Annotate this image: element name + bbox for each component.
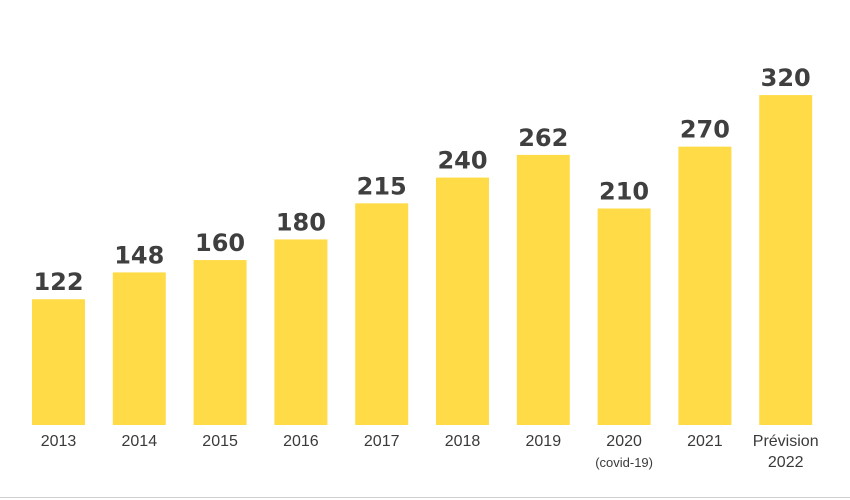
bar-5 bbox=[436, 177, 489, 425]
x-tick-label-1: 2014 bbox=[122, 433, 158, 450]
x-tick-label-7-1: (covid-19) bbox=[595, 455, 653, 470]
value-label-1: 148 bbox=[114, 241, 164, 269]
value-label-8: 270 bbox=[680, 116, 730, 144]
x-tick-label-2: 2015 bbox=[202, 433, 238, 450]
value-label-6: 262 bbox=[518, 124, 568, 152]
x-tick-label-8: 2021 bbox=[687, 433, 723, 450]
bar-4 bbox=[355, 203, 409, 425]
bar-3 bbox=[274, 239, 328, 425]
bar-1 bbox=[112, 272, 166, 425]
bar-7 bbox=[597, 208, 651, 425]
bottom-divider bbox=[0, 497, 850, 498]
value-label-4: 215 bbox=[357, 172, 407, 200]
value-label-3: 180 bbox=[276, 208, 326, 236]
value-label-0: 122 bbox=[33, 268, 83, 296]
bar-8 bbox=[678, 146, 732, 425]
x-tick-label-4: 2017 bbox=[364, 433, 400, 450]
bar-6 bbox=[516, 154, 570, 426]
x-tick-label-5: 2018 bbox=[445, 433, 481, 450]
bar-9 bbox=[759, 95, 813, 425]
x-tick-label-9-1: 2022 bbox=[768, 454, 804, 471]
value-label-5: 240 bbox=[437, 147, 487, 175]
x-tick-label-0: 2013 bbox=[41, 433, 77, 450]
x-tick-label-7-0: 2020 bbox=[606, 433, 642, 450]
x-tick-label-3: 2016 bbox=[283, 433, 319, 450]
bar-2 bbox=[193, 260, 247, 425]
x-tick-label-9-0: Prévision bbox=[753, 433, 819, 450]
x-tick-label-6: 2019 bbox=[526, 433, 562, 450]
bar-0 bbox=[32, 299, 85, 425]
value-label-2: 160 bbox=[195, 229, 245, 257]
value-label-7: 210 bbox=[599, 177, 649, 205]
value-label-9: 320 bbox=[761, 64, 811, 92]
